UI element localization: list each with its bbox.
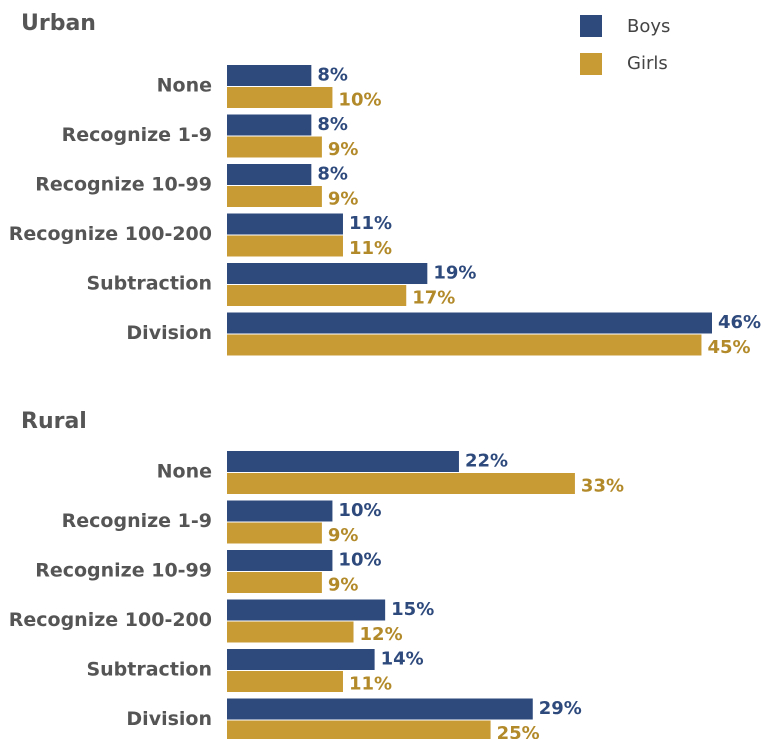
value-label: 9% bbox=[328, 525, 359, 546]
category-label: Subtraction bbox=[86, 273, 212, 295]
category-label: Recognize 10-99 bbox=[35, 174, 212, 196]
bar bbox=[227, 550, 333, 571]
value-label: 11% bbox=[349, 213, 392, 234]
bar bbox=[227, 522, 322, 544]
category-label: None bbox=[157, 461, 212, 483]
legend-label: Boys bbox=[627, 16, 670, 37]
category-label: Recognize 10-99 bbox=[35, 560, 212, 582]
value-label: 11% bbox=[349, 238, 392, 259]
bar bbox=[227, 671, 343, 692]
category-label: None bbox=[157, 75, 212, 97]
legend-swatch bbox=[580, 53, 602, 75]
bar bbox=[227, 263, 428, 284]
bar bbox=[227, 65, 312, 86]
chart-title: Rural bbox=[21, 409, 87, 434]
bar bbox=[227, 186, 322, 207]
value-label: 10% bbox=[338, 500, 381, 521]
category-label: Recognize 1-9 bbox=[62, 124, 212, 146]
value-label: 46% bbox=[718, 312, 761, 333]
category-label: Recognize 1-9 bbox=[62, 510, 212, 532]
value-label: 8% bbox=[317, 164, 348, 185]
bar bbox=[227, 87, 333, 108]
bar bbox=[227, 164, 312, 185]
bar bbox=[227, 621, 354, 643]
bar bbox=[227, 649, 375, 670]
category-label: Division bbox=[126, 708, 212, 730]
bar bbox=[227, 451, 459, 472]
value-label: 9% bbox=[328, 189, 359, 210]
bar bbox=[227, 312, 712, 334]
category-label: Division bbox=[126, 322, 212, 344]
value-label: 8% bbox=[317, 114, 348, 135]
value-label: 29% bbox=[539, 698, 582, 719]
value-label: 17% bbox=[412, 288, 455, 309]
bar bbox=[227, 599, 386, 621]
bar bbox=[227, 114, 312, 136]
category-label: Recognize 100-200 bbox=[9, 609, 212, 631]
value-label: 15% bbox=[391, 599, 434, 620]
value-label: 11% bbox=[349, 674, 392, 695]
value-label: 14% bbox=[381, 649, 424, 670]
bar bbox=[227, 473, 575, 494]
value-label: 8% bbox=[317, 65, 348, 86]
bar bbox=[227, 136, 322, 158]
value-label: 25% bbox=[497, 723, 540, 739]
value-label: 12% bbox=[360, 624, 403, 645]
value-label: 10% bbox=[338, 550, 381, 571]
category-label: Subtraction bbox=[86, 659, 212, 681]
value-label: 22% bbox=[465, 451, 508, 472]
bar bbox=[227, 235, 343, 257]
value-label: 45% bbox=[707, 337, 750, 358]
value-label: 19% bbox=[433, 263, 476, 284]
category-label: Recognize 100-200 bbox=[9, 223, 212, 245]
legend-label: Girls bbox=[627, 53, 668, 74]
value-label: 33% bbox=[581, 476, 624, 497]
bar bbox=[227, 334, 702, 356]
bar bbox=[227, 720, 491, 739]
bar bbox=[227, 572, 322, 593]
bar bbox=[227, 285, 407, 306]
bar bbox=[227, 698, 533, 720]
legend-swatch bbox=[580, 15, 602, 37]
bar bbox=[227, 213, 343, 235]
bar bbox=[227, 500, 333, 522]
value-label: 9% bbox=[328, 575, 359, 596]
value-label: 9% bbox=[328, 139, 359, 160]
value-label: 10% bbox=[338, 90, 381, 111]
chart-title: Urban bbox=[21, 11, 96, 36]
